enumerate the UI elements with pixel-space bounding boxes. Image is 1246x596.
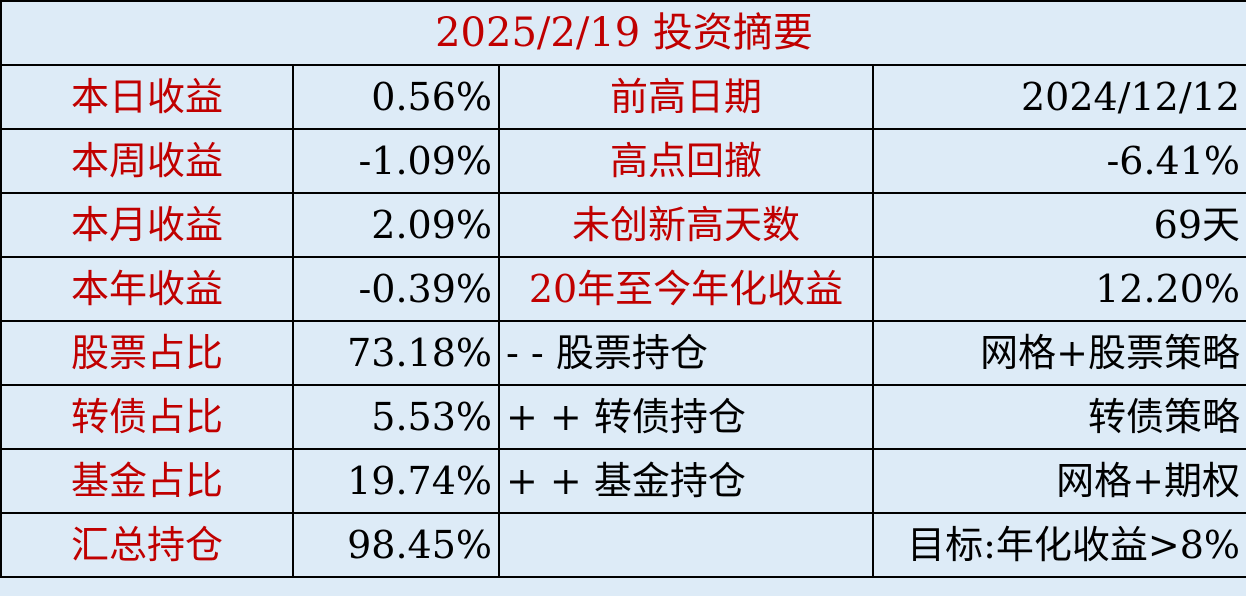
investment-summary-table: 2025/2/19 投资摘要 本日收益 0.56% 前高日期 2024/12/12 本周… bbox=[0, 0, 1246, 578]
metric-label: 高点回撤 bbox=[498, 128, 874, 194]
table-row: 本月收益 2.09% 未创新高天数 69天 bbox=[0, 192, 1246, 258]
table-row: 本周收益 -1.09% 高点回撤 -6.41% bbox=[0, 128, 1246, 194]
table-row: 汇总持仓 98.45% 目标:年化收益>8% bbox=[0, 512, 1246, 578]
metric-value: 0.56% bbox=[292, 64, 500, 130]
strategy-value: 网格+期权 bbox=[872, 448, 1246, 514]
metric-value: 69天 bbox=[872, 192, 1246, 258]
strategy-value: 转债策略 bbox=[872, 384, 1246, 450]
metric-label: 转债占比 bbox=[0, 384, 294, 450]
strategy-value: 目标:年化收益>8% bbox=[872, 512, 1246, 578]
metric-value: 19.74% bbox=[292, 448, 500, 514]
strategy-value: 网格+股票策略 bbox=[872, 320, 1246, 386]
metric-label: 股票占比 bbox=[0, 320, 294, 386]
metric-label: 本年收益 bbox=[0, 256, 294, 322]
table-row: 基金占比 19.74% + + 基金持仓 网格+期权 bbox=[0, 448, 1246, 514]
metric-value: -0.39% bbox=[292, 256, 500, 322]
table-row: 股票占比 73.18% - - 股票持仓 网格+股票策略 bbox=[0, 320, 1246, 386]
metric-label: 本日收益 bbox=[0, 64, 294, 130]
metric-value: 2024/12/12 bbox=[872, 64, 1246, 130]
holding-label: + + 转债持仓 bbox=[498, 384, 874, 450]
metric-label: 20年至今年化收益 bbox=[498, 256, 874, 322]
table-title: 2025/2/19 投资摘要 bbox=[0, 0, 1246, 66]
metric-label: 前高日期 bbox=[498, 64, 874, 130]
metric-label: 基金占比 bbox=[0, 448, 294, 514]
metric-value: -1.09% bbox=[292, 128, 500, 194]
metric-value: 73.18% bbox=[292, 320, 500, 386]
title-row: 2025/2/19 投资摘要 bbox=[0, 0, 1246, 66]
holding-label bbox=[498, 512, 874, 578]
metric-value: 2.09% bbox=[292, 192, 500, 258]
metric-value: 5.53% bbox=[292, 384, 500, 450]
metric-value: 98.45% bbox=[292, 512, 500, 578]
metric-label: 本周收益 bbox=[0, 128, 294, 194]
metric-label: 未创新高天数 bbox=[498, 192, 874, 258]
table-row: 转债占比 5.53% + + 转债持仓 转债策略 bbox=[0, 384, 1246, 450]
metric-label: 本月收益 bbox=[0, 192, 294, 258]
metric-value: 12.20% bbox=[872, 256, 1246, 322]
holding-label: - - 股票持仓 bbox=[498, 320, 874, 386]
table-row: 本日收益 0.56% 前高日期 2024/12/12 bbox=[0, 64, 1246, 130]
metric-label: 汇总持仓 bbox=[0, 512, 294, 578]
metric-value: -6.41% bbox=[872, 128, 1246, 194]
holding-label: + + 基金持仓 bbox=[498, 448, 874, 514]
table-row: 本年收益 -0.39% 20年至今年化收益 12.20% bbox=[0, 256, 1246, 322]
